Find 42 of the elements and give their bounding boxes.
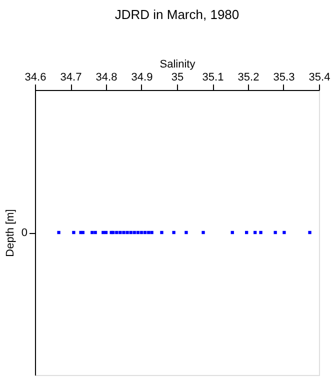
point — [122, 230, 126, 234]
x-tick-label: 34.7 — [60, 72, 82, 84]
chart-title: JDRD in March, 1980 — [114, 7, 240, 22]
point — [115, 230, 118, 234]
x-tick-label: 35.3 — [273, 72, 295, 84]
point — [160, 230, 164, 234]
point — [245, 230, 248, 234]
point — [308, 230, 312, 234]
x-tick-label: 34.9 — [131, 72, 153, 84]
point — [81, 230, 85, 234]
x-tick-label: 35.4 — [308, 72, 330, 84]
x-axis-title: Salinity — [160, 58, 196, 70]
point — [259, 230, 262, 234]
point — [184, 230, 188, 234]
point — [143, 230, 147, 234]
point — [94, 230, 97, 234]
x-tick-label: 35 — [171, 72, 184, 84]
x-tick-label: 34.6 — [24, 72, 46, 84]
point — [282, 230, 286, 234]
point — [129, 230, 132, 234]
point — [132, 230, 136, 234]
y-tick-label: 0 — [21, 227, 28, 239]
point — [150, 230, 154, 234]
point — [254, 230, 257, 234]
point — [147, 230, 150, 234]
x-tick-label: 34.8 — [96, 72, 118, 84]
y-axis-title: Depth [m] — [4, 209, 16, 257]
point — [72, 230, 76, 234]
point — [102, 230, 105, 234]
point — [57, 230, 60, 234]
point — [104, 230, 108, 234]
point — [202, 230, 205, 234]
point — [118, 230, 122, 234]
point — [136, 230, 140, 234]
point — [126, 230, 129, 234]
point — [274, 230, 277, 234]
x-tick-label: 35.1 — [202, 72, 224, 84]
point — [172, 230, 176, 234]
point — [230, 230, 234, 234]
point — [140, 230, 144, 234]
x-tick-label: 35.2 — [238, 72, 260, 84]
point — [90, 230, 94, 234]
